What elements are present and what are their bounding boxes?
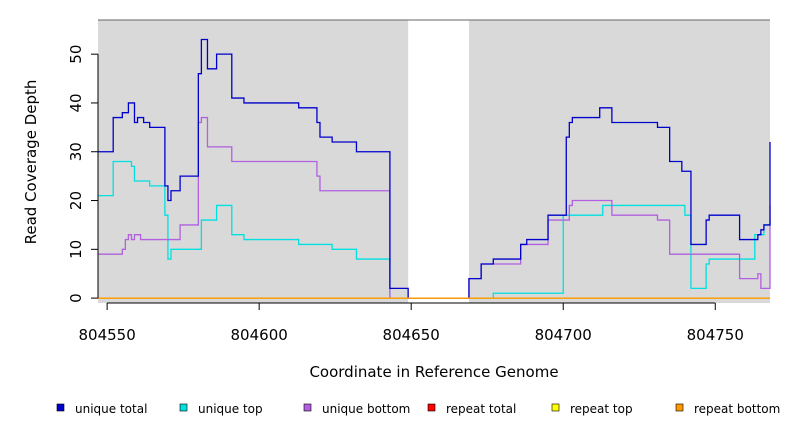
y-tick-label: 10 <box>67 240 85 259</box>
x-axis-title: Coordinate in Reference Genome <box>309 363 558 381</box>
x-axis: 804550 804600 804650 804700 804750 <box>78 302 744 344</box>
y-tick-label: 20 <box>67 191 85 210</box>
legend-label-unique-top: unique top <box>198 402 263 416</box>
legend-swatch-repeat-bottom <box>675 403 684 412</box>
legend: unique total unique top unique bottom repea… <box>56 402 780 416</box>
series-layer <box>98 38 771 299</box>
series-line-unique-top <box>98 160 771 299</box>
legend-label-repeat-bottom: repeat bottom <box>694 402 780 416</box>
x-tick-label: 804750 <box>687 326 744 344</box>
legend-swatch-unique-total <box>56 403 65 412</box>
x-tick-label: 804650 <box>383 326 440 344</box>
x-tick-label: 804700 <box>535 326 592 344</box>
y-tick-label: 0 <box>67 293 85 303</box>
legend-label-unique-bottom: unique bottom <box>322 402 410 416</box>
legend-label-repeat-total: repeat total <box>446 402 516 416</box>
masked-region <box>408 20 469 303</box>
x-tick-label: 804550 <box>78 326 135 344</box>
legend-label-unique-total: unique total <box>75 402 147 416</box>
legend-swatch-repeat-total <box>427 403 436 412</box>
legend-swatch-unique-top <box>179 403 188 412</box>
x-tick-label: 804600 <box>231 326 288 344</box>
y-tick-label: 40 <box>67 93 85 112</box>
y-axis: 0 10 20 30 40 50 <box>67 45 99 303</box>
y-tick-label: 50 <box>67 45 85 64</box>
y-axis-title: Read Coverage Depth <box>22 80 40 245</box>
y-tick-label: 30 <box>67 142 85 161</box>
legend-label-repeat-top: repeat top <box>570 402 633 416</box>
legend-swatch-repeat-top <box>551 403 560 412</box>
legend-swatch-unique-bottom <box>303 403 312 412</box>
series-line-unique-total <box>98 38 771 299</box>
